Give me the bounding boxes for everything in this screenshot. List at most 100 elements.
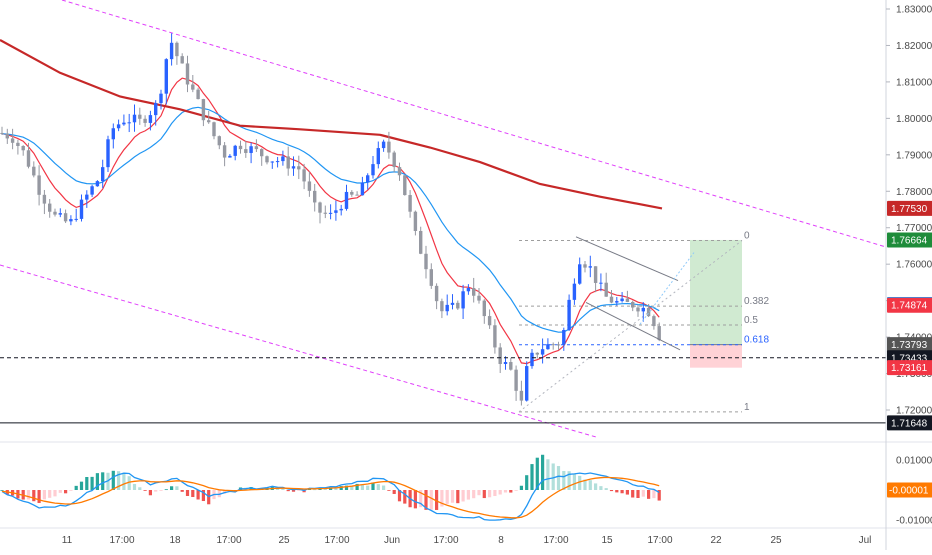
fib-level-label: 1 xyxy=(744,402,750,413)
macd-histogram-bar xyxy=(519,485,523,490)
candle-body xyxy=(254,146,259,150)
candle-body xyxy=(69,219,73,222)
price-label: 1.71648 xyxy=(887,415,932,431)
fib-level-label: 0 xyxy=(744,230,750,241)
horizontal-lines xyxy=(0,357,886,424)
grid-layer xyxy=(0,441,932,529)
candle-body xyxy=(419,230,423,254)
candle-body xyxy=(10,138,15,143)
candle-body xyxy=(217,136,221,146)
macd-histogram-bar xyxy=(291,490,296,492)
candle-body xyxy=(620,298,624,302)
candle-body xyxy=(244,149,248,153)
macd-histogram-bar xyxy=(74,485,78,490)
macd-histogram-bar xyxy=(170,486,174,490)
macd-pane xyxy=(0,454,661,521)
candle-body xyxy=(106,139,110,168)
candle-body xyxy=(403,175,407,196)
macd-histogram-bar xyxy=(85,477,89,490)
candle-body xyxy=(249,146,253,153)
candle-body xyxy=(646,307,651,317)
candle-body xyxy=(498,347,502,364)
candle-body xyxy=(260,149,264,157)
price-label-text: 1.73161 xyxy=(891,363,928,374)
candle-body xyxy=(307,181,312,191)
macd-value-text: -0.00001 xyxy=(889,486,929,497)
macd-histogram-bar xyxy=(382,485,386,490)
macd-histogram-bar xyxy=(217,490,221,498)
candle-body xyxy=(466,287,471,292)
candle-body xyxy=(275,161,280,163)
candle-body xyxy=(58,213,62,215)
candle-body xyxy=(233,145,237,156)
candle-body xyxy=(42,194,47,204)
macd-histogram-bar xyxy=(154,490,158,492)
macd-histogram-bar xyxy=(450,490,455,503)
macd-histogram-bar xyxy=(69,490,73,491)
candle-body xyxy=(562,330,566,345)
y-tick-label: 1.80000 xyxy=(896,114,932,125)
macd-histogram-bar xyxy=(276,488,280,490)
candle-body xyxy=(556,344,561,346)
price-label-bg xyxy=(887,337,932,353)
candle-body xyxy=(530,352,534,367)
macd-histogram-bar xyxy=(509,490,513,493)
signal-line xyxy=(1,476,660,519)
candle-body xyxy=(397,167,402,176)
y-tick-label: 1.72000 xyxy=(896,406,932,417)
macd-histogram-bar xyxy=(445,490,449,504)
y-tick-label: 1.81000 xyxy=(896,77,932,88)
candle-body xyxy=(318,202,322,213)
candle-body xyxy=(376,148,380,165)
candle-body xyxy=(0,132,4,134)
x-tick-label: 8 xyxy=(498,535,504,546)
macd-histogram-bar xyxy=(32,490,36,502)
macd-histogram-bar xyxy=(541,454,545,490)
candle-body xyxy=(525,366,529,401)
macd-histogram-bar xyxy=(429,490,433,510)
fib-level-label: 0.5 xyxy=(744,315,758,326)
candle-body xyxy=(37,175,41,195)
macd-line xyxy=(1,472,660,521)
candle-body xyxy=(578,264,582,284)
candle-body xyxy=(122,122,126,125)
candle-body xyxy=(95,181,100,187)
x-tick-label: 25 xyxy=(278,535,290,546)
macd-value-label: -0.00001 xyxy=(887,482,932,498)
price-label: 1.76664 xyxy=(887,232,932,248)
candle-body xyxy=(169,42,174,60)
candle-body xyxy=(85,194,89,200)
macd-histogram-bar xyxy=(297,490,301,491)
candle-body xyxy=(21,146,25,151)
candle-body xyxy=(228,155,232,158)
macd-histogram-bar xyxy=(159,490,163,491)
macd-histogram-bar xyxy=(344,485,349,490)
flag-upper-line xyxy=(575,236,679,282)
candle-body xyxy=(26,150,31,167)
price-label-text: 1.71648 xyxy=(891,418,928,429)
macd-histogram-bar xyxy=(143,490,147,491)
macd-histogram-bar xyxy=(318,488,322,490)
candle-body xyxy=(461,291,465,309)
macd-histogram-bar xyxy=(514,490,518,491)
candle-body xyxy=(53,211,57,215)
candle-body xyxy=(509,362,513,370)
candle-body xyxy=(625,298,630,302)
macd-histogram-bar xyxy=(620,490,624,494)
price-label: 1.73161 xyxy=(887,360,932,376)
candle-body xyxy=(567,299,571,331)
macd-histogram-bar xyxy=(191,490,195,498)
candle-body xyxy=(445,304,449,312)
x-tick-label: Jun xyxy=(384,535,400,546)
x-tick-label: 11 xyxy=(62,535,73,546)
candle-body xyxy=(143,118,147,123)
candle-body xyxy=(450,302,455,305)
candle-body xyxy=(196,89,200,100)
y-tick-label: 1.76000 xyxy=(896,260,932,271)
candle-body xyxy=(281,156,285,162)
macd-histogram-bar xyxy=(472,490,476,499)
candle-body xyxy=(540,349,545,355)
macd-histogram-bar xyxy=(37,490,41,503)
